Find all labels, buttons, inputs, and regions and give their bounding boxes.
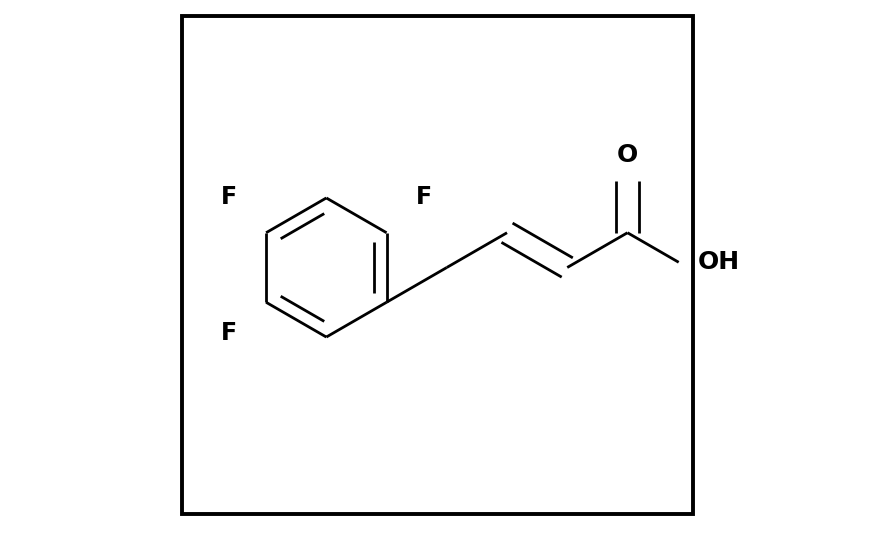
Text: O: O — [617, 143, 638, 167]
Text: F: F — [221, 185, 236, 209]
Text: OH: OH — [698, 250, 739, 274]
Text: F: F — [416, 185, 433, 209]
Text: F: F — [221, 321, 236, 345]
